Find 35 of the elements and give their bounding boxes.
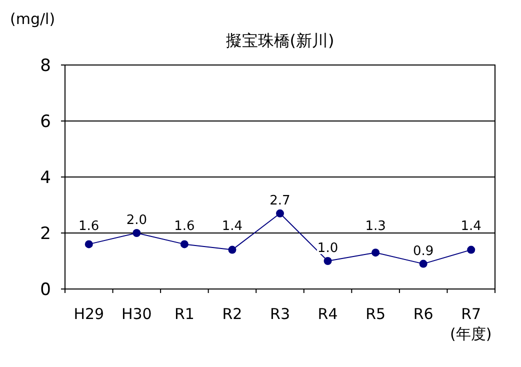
point	[276, 209, 284, 218]
data-label: 1.6	[78, 219, 100, 234]
y-tick-label: 0	[40, 280, 51, 300]
data-label: 1.3	[365, 219, 386, 234]
x-tick-label: R6	[413, 305, 434, 323]
data-label: 1.0	[317, 241, 338, 256]
x-tick-label: R3	[270, 305, 290, 323]
point	[324, 257, 332, 265]
x-tick-label: R1	[174, 305, 194, 323]
x-tick-label: R5	[366, 305, 386, 323]
point	[84, 240, 93, 248]
y-tick-label: 2	[40, 224, 51, 244]
y-tick-label: 4	[40, 168, 51, 188]
x-tick-label: H29	[74, 305, 104, 323]
y-axis-title: (mg/l)	[10, 10, 56, 28]
data-label: 2.0	[126, 213, 148, 228]
x-tick-label: R2	[222, 305, 242, 323]
x-tick-label: R7	[461, 305, 482, 323]
data-label: 1.6	[174, 219, 195, 234]
x-axis-title: (年度)	[450, 325, 492, 343]
y-tick-label: 6	[40, 112, 51, 132]
point	[372, 248, 380, 257]
point	[180, 240, 188, 248]
point	[419, 260, 428, 268]
point	[132, 229, 141, 237]
data-label: 0.9	[412, 244, 434, 259]
x-tick-label: R4	[318, 305, 338, 323]
data-label: 1.4	[460, 219, 482, 234]
data-label: 1.4	[222, 219, 243, 234]
y-tick-label: 8	[40, 56, 51, 76]
point	[228, 246, 236, 254]
point	[467, 246, 476, 254]
chart-title: 擬宝珠橋(新川)	[226, 31, 334, 50]
data-label: 2.7	[270, 193, 290, 208]
x-tick-label: H30	[121, 305, 152, 323]
